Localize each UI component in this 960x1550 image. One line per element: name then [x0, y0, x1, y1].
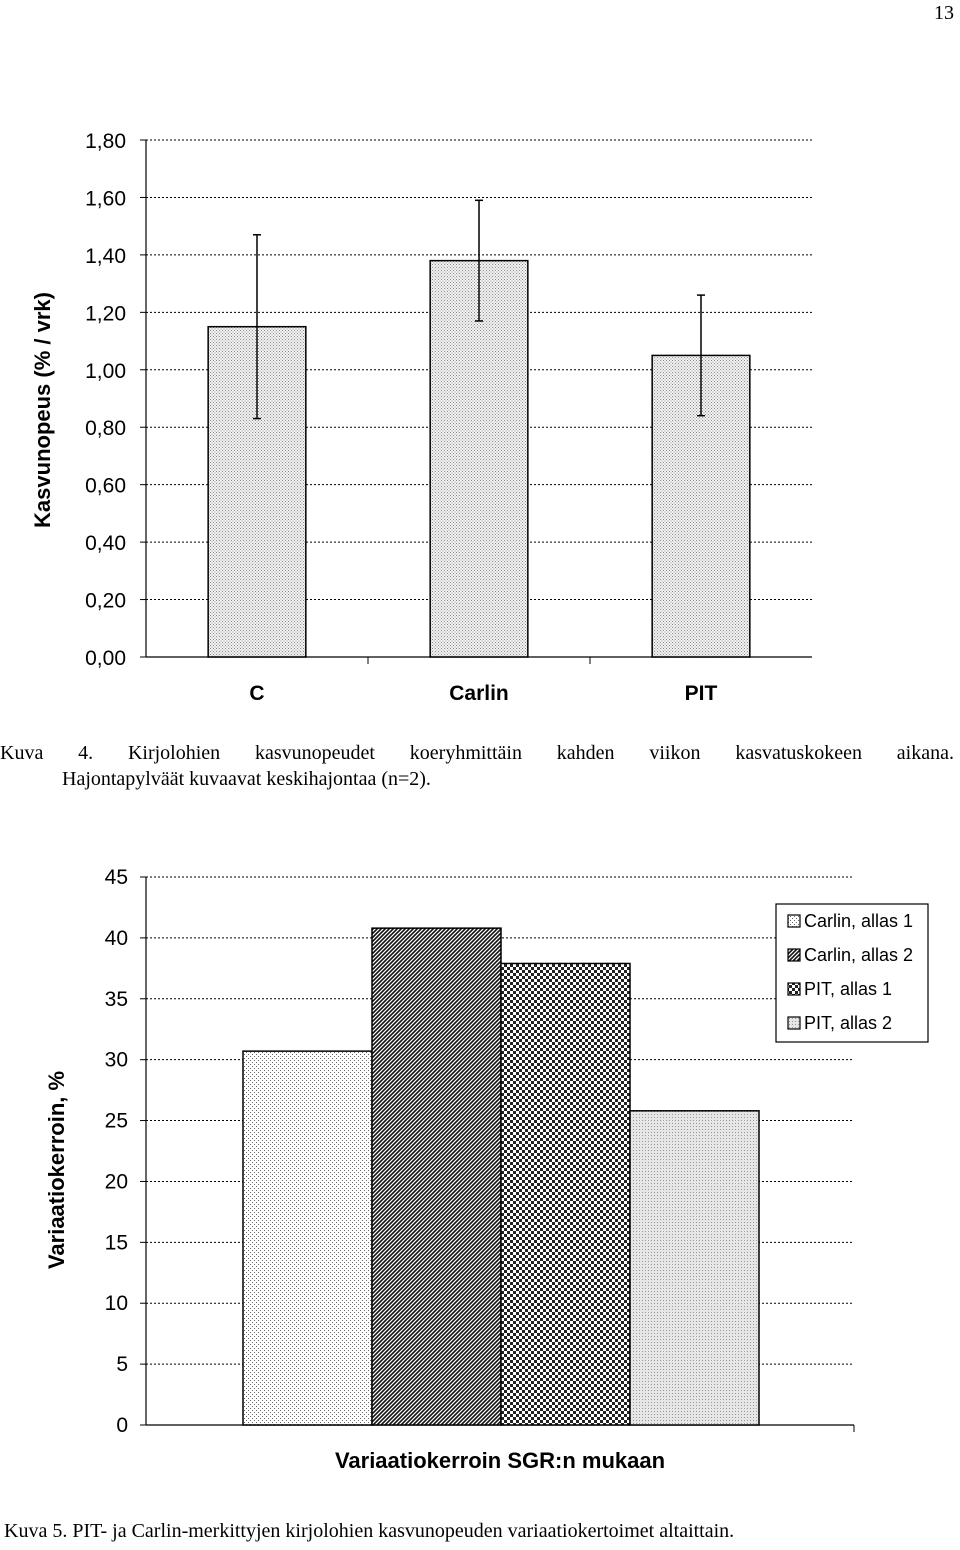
y-tick-label: 0,40: [85, 532, 126, 555]
bar-c: [207, 325, 307, 658]
caption-line-1: Kuva 4. Kirjolohien kasvunopeudet koeryh…: [0, 740, 960, 766]
y-tick-label: 40: [105, 927, 128, 950]
y-tick-label: 5: [116, 1353, 128, 1376]
y-tick-label: 0,00: [85, 647, 126, 670]
caption-word: koeryhmittäin: [409, 742, 522, 764]
legend-box: [775, 903, 929, 1043]
legend-swatch: [787, 1016, 801, 1030]
figure-5-caption: Kuva 5. PIT- ja Carlin-merkittyjen kirjo…: [4, 1520, 735, 1542]
growth-rate-chart: 0,00 0,20 0,40 0,60 0,80 1,00 1,20 1,40 1,60 1,80…: [30, 130, 812, 705]
y-tick-label: 30: [105, 1049, 128, 1072]
legend-swatch: [787, 982, 801, 996]
x-category-label: C: [249, 682, 264, 705]
y-tick-label: 1,80: [85, 130, 126, 153]
caption-line-2: Hajontapylväät kuvaavat keskihajontaa (n…: [62, 768, 431, 790]
x-category-label: PIT: [685, 682, 718, 705]
page-number: 13: [934, 2, 954, 24]
y-tick-label: 1,00: [85, 360, 126, 383]
y-tick-label: 1,20: [85, 302, 126, 325]
caption-word: Kuva: [0, 742, 44, 764]
y-tick-label: 0,60: [85, 475, 126, 498]
legend-label: PIT, allas 2: [804, 1013, 892, 1033]
x-category-label: Carlin: [449, 682, 509, 705]
legend-label: Carlin, allas 1: [804, 911, 913, 931]
caption-word: kasvunopeudet: [254, 742, 375, 764]
variation-coefficient-chart: 0 5 10 15 20 25 30 35 40 45 Variaatiokerroin, % V…: [44, 866, 929, 1473]
y-tick-label: 25: [105, 1110, 128, 1133]
y-tick-label: 1,40: [85, 245, 126, 268]
legend: Carlin, allas 1 Carlin, allas 2 PIT, allas…: [775, 903, 929, 1043]
y-tick-label: 0,80: [85, 417, 126, 440]
legend-label: Carlin, allas 2: [804, 945, 913, 965]
y-tick-label: 10: [105, 1292, 128, 1315]
caption-word: kahden: [556, 742, 615, 764]
legend-swatch: [787, 948, 801, 962]
x-axis-title: Variaatiokerroin SGR:n mukaan: [335, 1448, 665, 1473]
y-tick-label: 0,20: [85, 590, 126, 613]
y-tick-label: 45: [105, 866, 128, 889]
y-tick-label: 15: [105, 1231, 128, 1254]
y-tick-label: 20: [105, 1170, 128, 1193]
bar-series-4: [629, 1110, 760, 1426]
figure-4-caption: Kuva 4. Kirjolohien kasvunopeudet koeryh…: [0, 740, 960, 792]
legend-swatch: [787, 914, 801, 928]
bar-series-2: [371, 927, 502, 1426]
legend-label: PIT, allas 1: [804, 979, 892, 999]
y-tick-label: 35: [105, 988, 128, 1011]
bar-series-3: [500, 962, 631, 1426]
bar-series-1: [242, 1050, 373, 1426]
y-tick-label: 1,60: [85, 187, 126, 210]
caption-word: viikon: [649, 742, 701, 764]
bar-carlin: [429, 259, 529, 658]
caption-word: kasvatuskokeen: [735, 742, 862, 764]
y-tick-label: 0: [116, 1414, 128, 1437]
caption-word: aikana.: [896, 742, 954, 764]
y-axis-title: Kasvunopeus (% / vrk): [30, 292, 55, 528]
caption-word: 4.: [78, 742, 94, 764]
caption-word: Kirjolohien: [127, 742, 221, 764]
y-axis-title: Variaatiokerroin, %: [44, 1071, 69, 1269]
